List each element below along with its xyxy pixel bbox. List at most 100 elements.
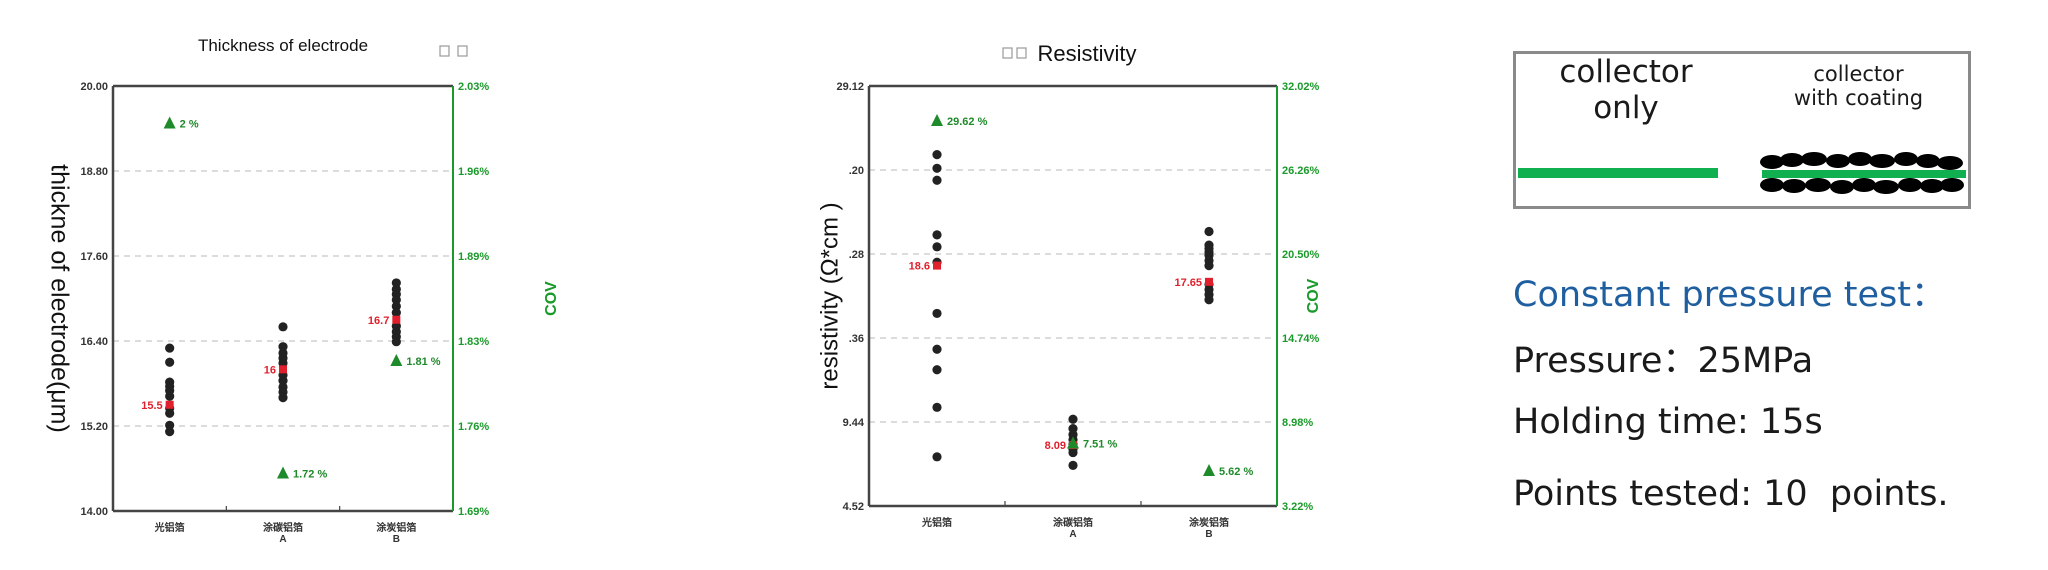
x-category-label: 涂碳铝箔 <box>263 521 303 534</box>
collector-legend-box: collector only collector with coating <box>1513 51 1971 209</box>
mean-label: 18.6 <box>909 261 930 273</box>
cov-label: 1.72 % <box>293 469 327 481</box>
data-point <box>165 427 175 437</box>
cov-marker <box>931 114 943 126</box>
y2-tick-label: 1.83% <box>458 336 489 348</box>
cov-label: 5.62 % <box>1219 466 1253 478</box>
x-category-label: 涂炭铝箔 <box>376 521 416 534</box>
cov-marker <box>277 466 289 479</box>
mean-label: 16 <box>264 364 276 376</box>
data-point <box>391 308 401 318</box>
x-category-label: B <box>393 534 400 545</box>
data-point <box>1204 295 1214 305</box>
y-axis-title: thickne of electrode(μm) <box>45 164 73 433</box>
cov-label: 1.81 % <box>406 356 440 368</box>
data-point <box>278 393 288 403</box>
data-point <box>932 150 942 160</box>
data-point <box>1068 414 1078 424</box>
x-category-label: A <box>279 534 286 545</box>
y-tick-label: .28 <box>849 249 864 261</box>
coating-bottom-layer <box>1760 178 1964 194</box>
collector-only-label: collector only <box>1559 54 1693 126</box>
data-point <box>1068 460 1078 470</box>
data-point <box>165 357 175 367</box>
data-point <box>1204 226 1214 237</box>
chart-title: Resistivity <box>1037 41 1136 66</box>
points-tested-text: Points tested: 10 points. <box>1513 474 1949 514</box>
y-tick-label: 15.20 <box>80 421 108 433</box>
mean-marker <box>392 315 401 324</box>
y2-tick-label: 2.03% <box>458 81 489 93</box>
y2-tick-label: 32.02% <box>1282 81 1320 93</box>
y2-axis-title: COV <box>1305 278 1322 313</box>
data-point <box>932 402 942 412</box>
coated-collector-bar <box>1762 170 1966 178</box>
data-point <box>278 322 288 332</box>
data-point <box>391 278 401 288</box>
mean-label: 15.5 <box>141 400 162 412</box>
y-tick-label: .36 <box>849 333 864 345</box>
cov-marker <box>163 116 176 129</box>
restore-icon-shape <box>1016 47 1027 59</box>
x-category-label: 光铝箔 <box>921 516 952 529</box>
thickness-chart: Thickness of electrode 14.00 15.20 16.40 17.… <box>45 36 560 545</box>
expand-icon[interactable] <box>439 45 450 57</box>
y2-tick-label: 1.96% <box>458 166 489 178</box>
expand-icon-shape <box>1002 47 1013 59</box>
data-point <box>1204 261 1214 271</box>
y2-tick-label: 1.69% <box>458 506 489 518</box>
y-tick-label: 18.80 <box>80 166 108 178</box>
y-tick-label: 16.40 <box>80 336 108 348</box>
y2-tick-label: 3.22% <box>1282 501 1313 513</box>
mean-label: 16.7 <box>368 315 389 327</box>
cov-marker <box>1067 436 1079 449</box>
y2-tick-label: 1.89% <box>458 251 489 263</box>
y2-tick-label: 1.76% <box>458 421 489 433</box>
x-category-label: 光铝箔 <box>154 521 185 534</box>
y-tick-label: 29.12 <box>836 81 864 93</box>
y-tick-label: 4.52 <box>843 501 864 513</box>
coated-collector-graphic <box>1760 152 1966 194</box>
data-point <box>932 344 942 354</box>
data-point <box>932 163 942 173</box>
holding-time-text: Holding time: 15s <box>1513 402 1823 442</box>
data-point <box>165 420 175 430</box>
x-category-label: A <box>1069 529 1076 540</box>
y-tick-label: 20.00 <box>80 81 108 93</box>
data-point <box>932 242 942 252</box>
y2-tick-label: 26.26% <box>1282 165 1320 177</box>
y2-tick-label: 8.98% <box>1282 417 1313 429</box>
data-point <box>278 358 288 368</box>
cov-marker <box>390 354 403 366</box>
collector-only-bar <box>1518 168 1718 178</box>
y-tick-label: 17.60 <box>80 251 108 263</box>
coating-top-layer <box>1760 152 1963 170</box>
data-point <box>932 230 942 240</box>
chart-title: Thickness of electrode <box>198 36 368 55</box>
resistivity-chart: Resistivity 4.52 9.44 .36 .28 .20 29.12 3.22% 8.… <box>816 41 1322 540</box>
expand-icon[interactable] <box>1002 47 1013 59</box>
cov-label: 2 % <box>180 119 199 131</box>
y-axis-title: resistivity (Ω*cm ) <box>816 202 843 389</box>
mean-label: 8.09 <box>1045 440 1066 452</box>
restore-icon[interactable] <box>457 45 468 57</box>
data-point <box>932 452 942 462</box>
mean-marker <box>1205 277 1213 286</box>
data-point <box>278 342 288 352</box>
data-point <box>932 365 942 375</box>
data-point <box>165 391 175 401</box>
mean-marker <box>165 400 174 409</box>
restore-icon-shape <box>457 45 468 57</box>
cov-label: 29.62 % <box>947 116 988 128</box>
y2-axis-title: COV <box>543 281 560 316</box>
cov-marker <box>1203 464 1215 476</box>
y-tick-label: .20 <box>849 165 864 177</box>
y2-tick-label: 14.74% <box>1282 333 1320 345</box>
restore-icon[interactable] <box>1016 47 1027 59</box>
cov-label: 7.51 % <box>1083 438 1117 450</box>
data-point <box>1068 447 1078 458</box>
y-tick-label: 14.00 <box>80 506 108 518</box>
data-point <box>932 175 942 185</box>
data-point <box>932 308 942 319</box>
data-point <box>391 295 401 305</box>
